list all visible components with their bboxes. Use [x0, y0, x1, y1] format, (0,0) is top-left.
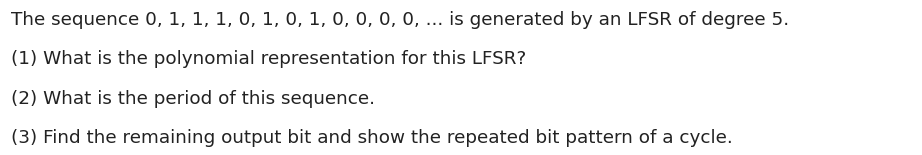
- Text: The sequence 0, 1, 1, 1, 0, 1, 0, 1, 0, 0, 0, 0, ... is generated by an LFSR of : The sequence 0, 1, 1, 1, 0, 1, 0, 1, 0, …: [11, 11, 789, 29]
- Text: (1) What is the polynomial representation for this LFSR?: (1) What is the polynomial representatio…: [11, 50, 526, 68]
- Text: (2) What is the period of this sequence.: (2) What is the period of this sequence.: [11, 90, 375, 108]
- Text: (3) Find the remaining output bit and show the repeated bit pattern of a cycle.: (3) Find the remaining output bit and sh…: [11, 129, 733, 147]
